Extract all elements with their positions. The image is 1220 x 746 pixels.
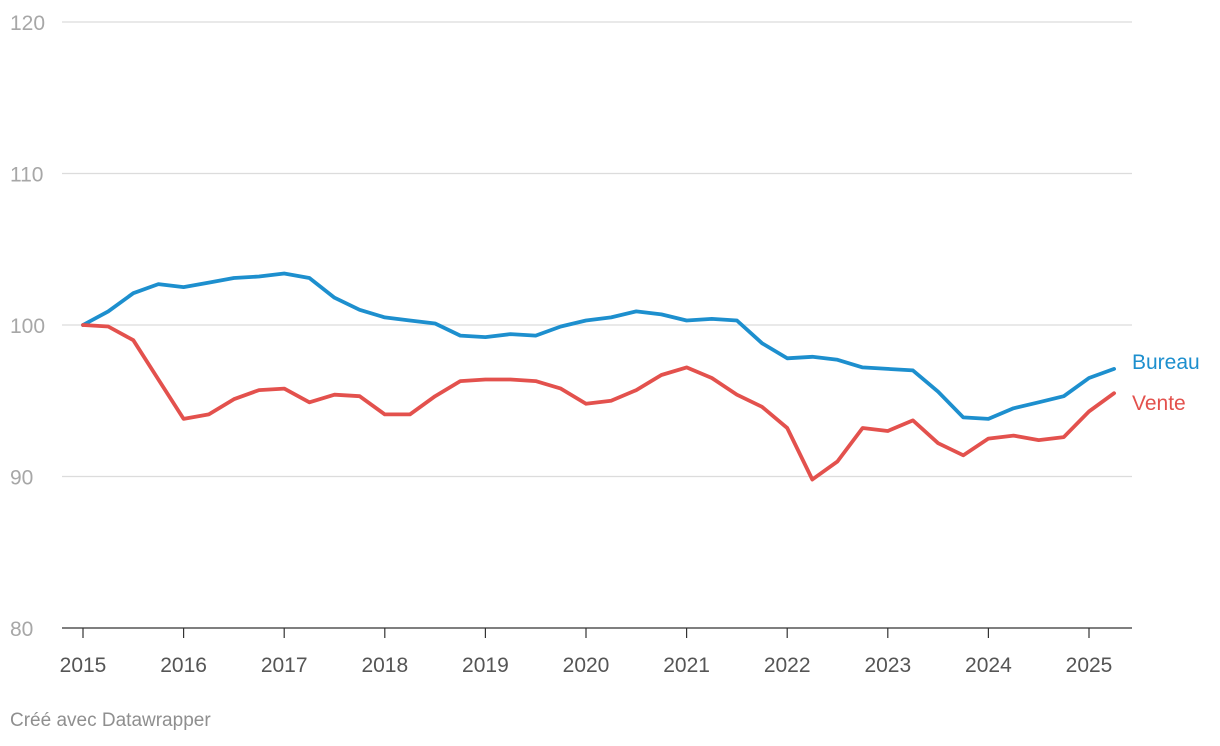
- x-tick-label: 2023: [864, 654, 911, 677]
- series-line-vente: [81, 323, 1116, 482]
- series-label-vente: Vente: [1132, 392, 1186, 415]
- y-tick-label: 110: [10, 164, 43, 187]
- x-tick-label: 2017: [261, 654, 308, 677]
- series-lines: [81, 271, 1116, 482]
- x-tick-label: 2024: [965, 654, 1012, 677]
- y-tick-label: 90: [10, 467, 33, 490]
- x-tick-label: 2019: [462, 654, 509, 677]
- gridlines: [62, 21, 1132, 478]
- x-tick-label: 2020: [563, 654, 610, 677]
- footer-credit: Créé avec Datawrapper: [10, 710, 211, 731]
- y-tick-label: 100: [10, 315, 45, 338]
- x-tick-label: 2025: [1066, 654, 1113, 677]
- x-tick-label: 2016: [160, 654, 207, 677]
- x-axis: 2015 2016 2017 2018 2019 2020 2021 2022 2023 2024…: [60, 627, 1132, 677]
- x-tick-label: 2022: [764, 654, 811, 677]
- x-tick-label: 2015: [60, 654, 107, 677]
- series-label-bureau: Bureau: [1132, 351, 1200, 374]
- x-tick-label: 2021: [663, 654, 710, 677]
- x-tick-label: 2018: [361, 654, 408, 677]
- series-labels: Bureau Vente: [1132, 351, 1200, 415]
- y-tick-label: 120: [10, 12, 45, 35]
- y-axis-ticks: 80 90 100 110 120: [10, 12, 45, 641]
- y-tick-label: 80: [10, 618, 33, 641]
- series-line-bureau: [81, 271, 1116, 421]
